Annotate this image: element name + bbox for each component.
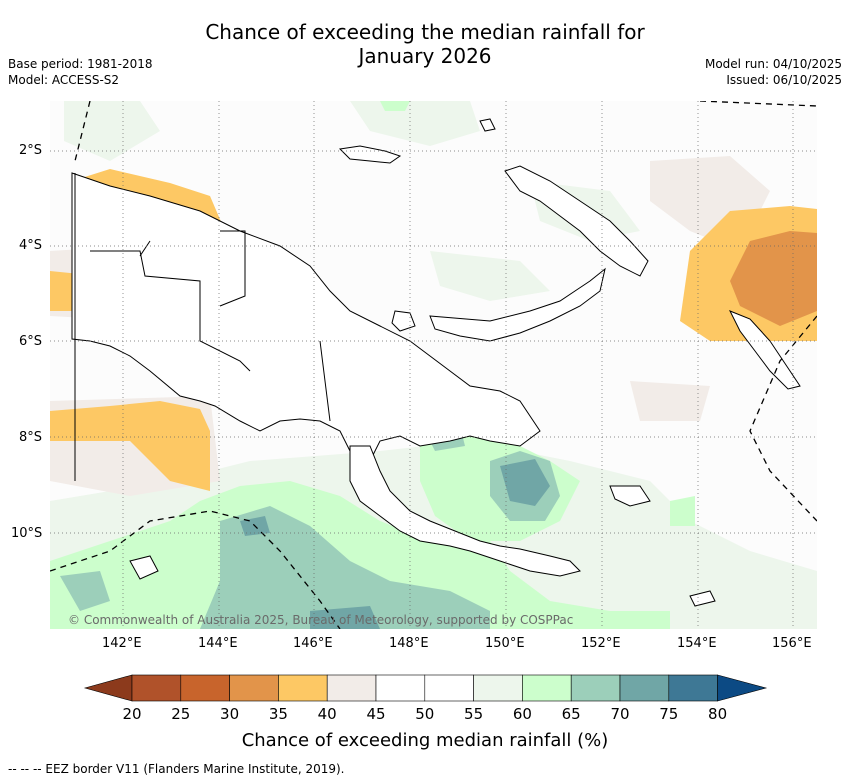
lat-label-2s: 2°S [19,143,43,158]
colorbar-tick-label: 55 [464,705,484,723]
lon-label-152e: 152°E [581,636,621,651]
lat-label-6s: 6°S [19,334,43,349]
colorbar-segment [229,674,279,702]
colorbar-tick-label: 50 [415,705,435,723]
map-canvas [50,101,817,629]
colorbar-segment [570,674,621,702]
lon-label-150e: 150°E [485,636,525,651]
colorbar-segment [326,674,377,702]
colorbar-title: Chance of exceeding median rainfall (%) [241,730,609,751]
model-run-text: Model run: 04/10/2025 [704,57,842,71]
colorbar-high-arrow [717,674,768,702]
colorbar-tick-label: 70 [610,705,630,723]
graticule [50,101,817,629]
eez-borders [50,101,817,629]
lon-label-156e: 156°E [772,636,812,651]
lon-label-142e: 142°E [102,636,142,651]
colorbar-tick-label: 30 [220,705,240,723]
colorbar-tick-label: 60 [512,705,532,723]
colorbar-tick-label: 80 [708,705,728,723]
copyright-text: © Commonwealth of Australia 2025, Bureau… [68,613,574,627]
colorbar-segment [180,674,230,702]
colorbar-segment [668,674,718,702]
lat-label-4s: 4°S [19,238,43,253]
colorbar-segment [278,674,328,702]
colorbar-segment [473,674,523,702]
colorbar-tick-label: 20 [122,705,142,723]
chart-title-line2: January 2026 [358,44,492,68]
lat-label-8s: 8°S [19,430,43,445]
lon-label-144e: 144°E [198,636,238,651]
colorbar-tick-label: 65 [561,705,581,723]
colorbar-segment [131,674,182,702]
colorbar-segment [375,674,426,702]
lon-label-154e: 154°E [677,636,717,651]
border-lines [74,173,331,481]
colorbar-segment [619,674,670,702]
model-text: Model: ACCESS-S2 [8,73,120,87]
colorbar-tick-label: 25 [171,705,191,723]
lon-label-148e: 148°E [389,636,429,651]
lat-label-10s: 10°S [11,526,43,541]
land-outline [71,118,801,607]
base-period-text: Base period: 1981-2018 [8,57,153,71]
colorbar [83,674,768,702]
chart-title-line1: Chance of exceeding the median rainfall … [205,20,645,44]
colorbar-segment [522,674,572,702]
lon-label-146e: 146°E [293,636,333,651]
colorbar-tick-label: 45 [366,705,386,723]
rainfall-map: © Commonwealth of Australia 2025, Bureau… [50,101,817,629]
colorbar-segment [424,674,474,702]
colorbar-tick-label: 75 [659,705,679,723]
colorbar-tick-label: 35 [268,705,288,723]
issued-text: Issued: 06/10/2025 [726,73,842,87]
eez-legend-text: -- -- -- EEZ border V11 (Flanders Marine… [8,762,345,776]
colorbar-tick-label: 40 [317,705,337,723]
colorbar-low-arrow [83,674,133,702]
